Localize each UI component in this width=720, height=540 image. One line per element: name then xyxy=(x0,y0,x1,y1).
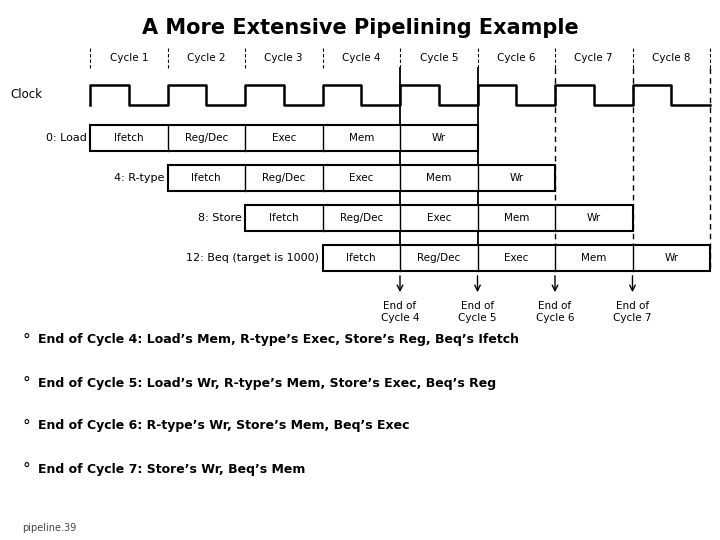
Text: Clock: Clock xyxy=(10,89,42,102)
Text: Ifetch: Ifetch xyxy=(114,133,143,143)
Text: Exec: Exec xyxy=(426,213,451,223)
Bar xyxy=(90,125,477,151)
Text: Cycle 2: Cycle 2 xyxy=(187,53,225,63)
Text: Ifetch: Ifetch xyxy=(346,253,376,263)
Text: Ifetch: Ifetch xyxy=(192,173,221,183)
Text: End of
Cycle 4: End of Cycle 4 xyxy=(381,301,419,322)
Text: Cycle 3: Cycle 3 xyxy=(264,53,303,63)
Text: End of Cycle 7: Store’s Wr, Beq’s Mem: End of Cycle 7: Store’s Wr, Beq’s Mem xyxy=(38,462,305,476)
Text: Cycle 4: Cycle 4 xyxy=(342,53,380,63)
Text: 4: R-type: 4: R-type xyxy=(114,173,164,183)
Text: Wr: Wr xyxy=(664,253,678,263)
Text: 0: Load: 0: Load xyxy=(46,133,87,143)
Text: Exec: Exec xyxy=(349,173,374,183)
Text: End of Cycle 6: R-type’s Wr, Store’s Mem, Beq’s Exec: End of Cycle 6: R-type’s Wr, Store’s Mem… xyxy=(38,420,410,433)
Text: Exec: Exec xyxy=(504,253,528,263)
Text: Mem: Mem xyxy=(503,213,529,223)
Text: Wr: Wr xyxy=(509,173,523,183)
Text: Cycle 8: Cycle 8 xyxy=(652,53,690,63)
Bar xyxy=(168,165,555,191)
Text: 12: Beq (target is 1000): 12: Beq (target is 1000) xyxy=(186,253,320,263)
Bar xyxy=(323,245,710,271)
Text: A More Extensive Pipelining Example: A More Extensive Pipelining Example xyxy=(142,18,578,38)
Text: Exec: Exec xyxy=(271,133,296,143)
Text: Mem: Mem xyxy=(348,133,374,143)
Text: Reg/Dec: Reg/Dec xyxy=(417,253,460,263)
Text: °: ° xyxy=(22,333,30,348)
Text: Reg/Dec: Reg/Dec xyxy=(184,133,228,143)
Bar xyxy=(245,205,632,231)
Text: pipeline.39: pipeline.39 xyxy=(22,523,76,533)
Text: Cycle 1: Cycle 1 xyxy=(109,53,148,63)
Text: Wr: Wr xyxy=(432,133,446,143)
Text: °: ° xyxy=(22,462,30,476)
Text: Wr: Wr xyxy=(587,213,600,223)
Text: End of
Cycle 5: End of Cycle 5 xyxy=(458,301,497,322)
Text: Reg/Dec: Reg/Dec xyxy=(262,173,305,183)
Text: °: ° xyxy=(22,375,30,390)
Text: Ifetch: Ifetch xyxy=(269,213,299,223)
Text: Reg/Dec: Reg/Dec xyxy=(340,213,383,223)
Text: °: ° xyxy=(22,418,30,434)
Text: Cycle 7: Cycle 7 xyxy=(575,53,613,63)
Text: End of Cycle 5: Load’s Wr, R-type’s Mem, Store’s Exec, Beq’s Reg: End of Cycle 5: Load’s Wr, R-type’s Mem,… xyxy=(38,376,496,389)
Text: Cycle 5: Cycle 5 xyxy=(420,53,458,63)
Text: Mem: Mem xyxy=(426,173,451,183)
Text: Mem: Mem xyxy=(581,253,606,263)
Text: End of Cycle 4: Load’s Mem, R-type’s Exec, Store’s Reg, Beq’s Ifetch: End of Cycle 4: Load’s Mem, R-type’s Exe… xyxy=(38,334,519,347)
Text: End of
Cycle 6: End of Cycle 6 xyxy=(536,301,575,322)
Text: 8: Store: 8: Store xyxy=(198,213,242,223)
Text: End of
Cycle 7: End of Cycle 7 xyxy=(613,301,652,322)
Text: Cycle 6: Cycle 6 xyxy=(497,53,536,63)
